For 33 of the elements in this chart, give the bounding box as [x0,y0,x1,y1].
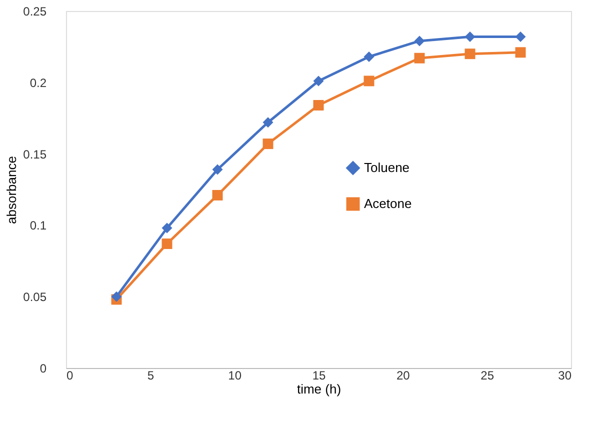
point [515,31,526,42]
point [313,100,324,110]
point [464,31,476,42]
point [162,222,172,234]
y-tick-label: 0.25 [23,4,47,18]
legend-label: Toluene [364,160,410,175]
y-axis-title: absorbance [4,156,20,224]
x-tick-label: 5 [147,368,154,382]
x-axis-title: time (h) [296,382,342,396]
point [414,52,425,64]
point [212,190,223,200]
point [111,291,122,302]
x-tick-label: 0 [66,368,74,382]
point [515,47,526,58]
y-tick-label: 0.15 [23,147,47,162]
x-tick-label: 10 [228,368,242,382]
x-tick-label: 15 [312,368,326,382]
x-tick-label: 25 [480,368,494,382]
point [464,48,476,60]
point [313,76,324,86]
point [162,238,172,250]
point [262,138,274,150]
x-tick-label: 30 [558,368,572,382]
point [262,117,274,128]
x-tick-label: 20 [396,368,410,382]
legend-label: Acetone [364,196,412,211]
y-tick-label: 0.05 [23,290,47,304]
point [414,36,425,46]
y-tick-label: 0.1 [30,218,47,233]
point [364,76,374,86]
y-tick-label: 0.2 [30,76,47,90]
point [212,164,223,175]
point [364,51,374,62]
